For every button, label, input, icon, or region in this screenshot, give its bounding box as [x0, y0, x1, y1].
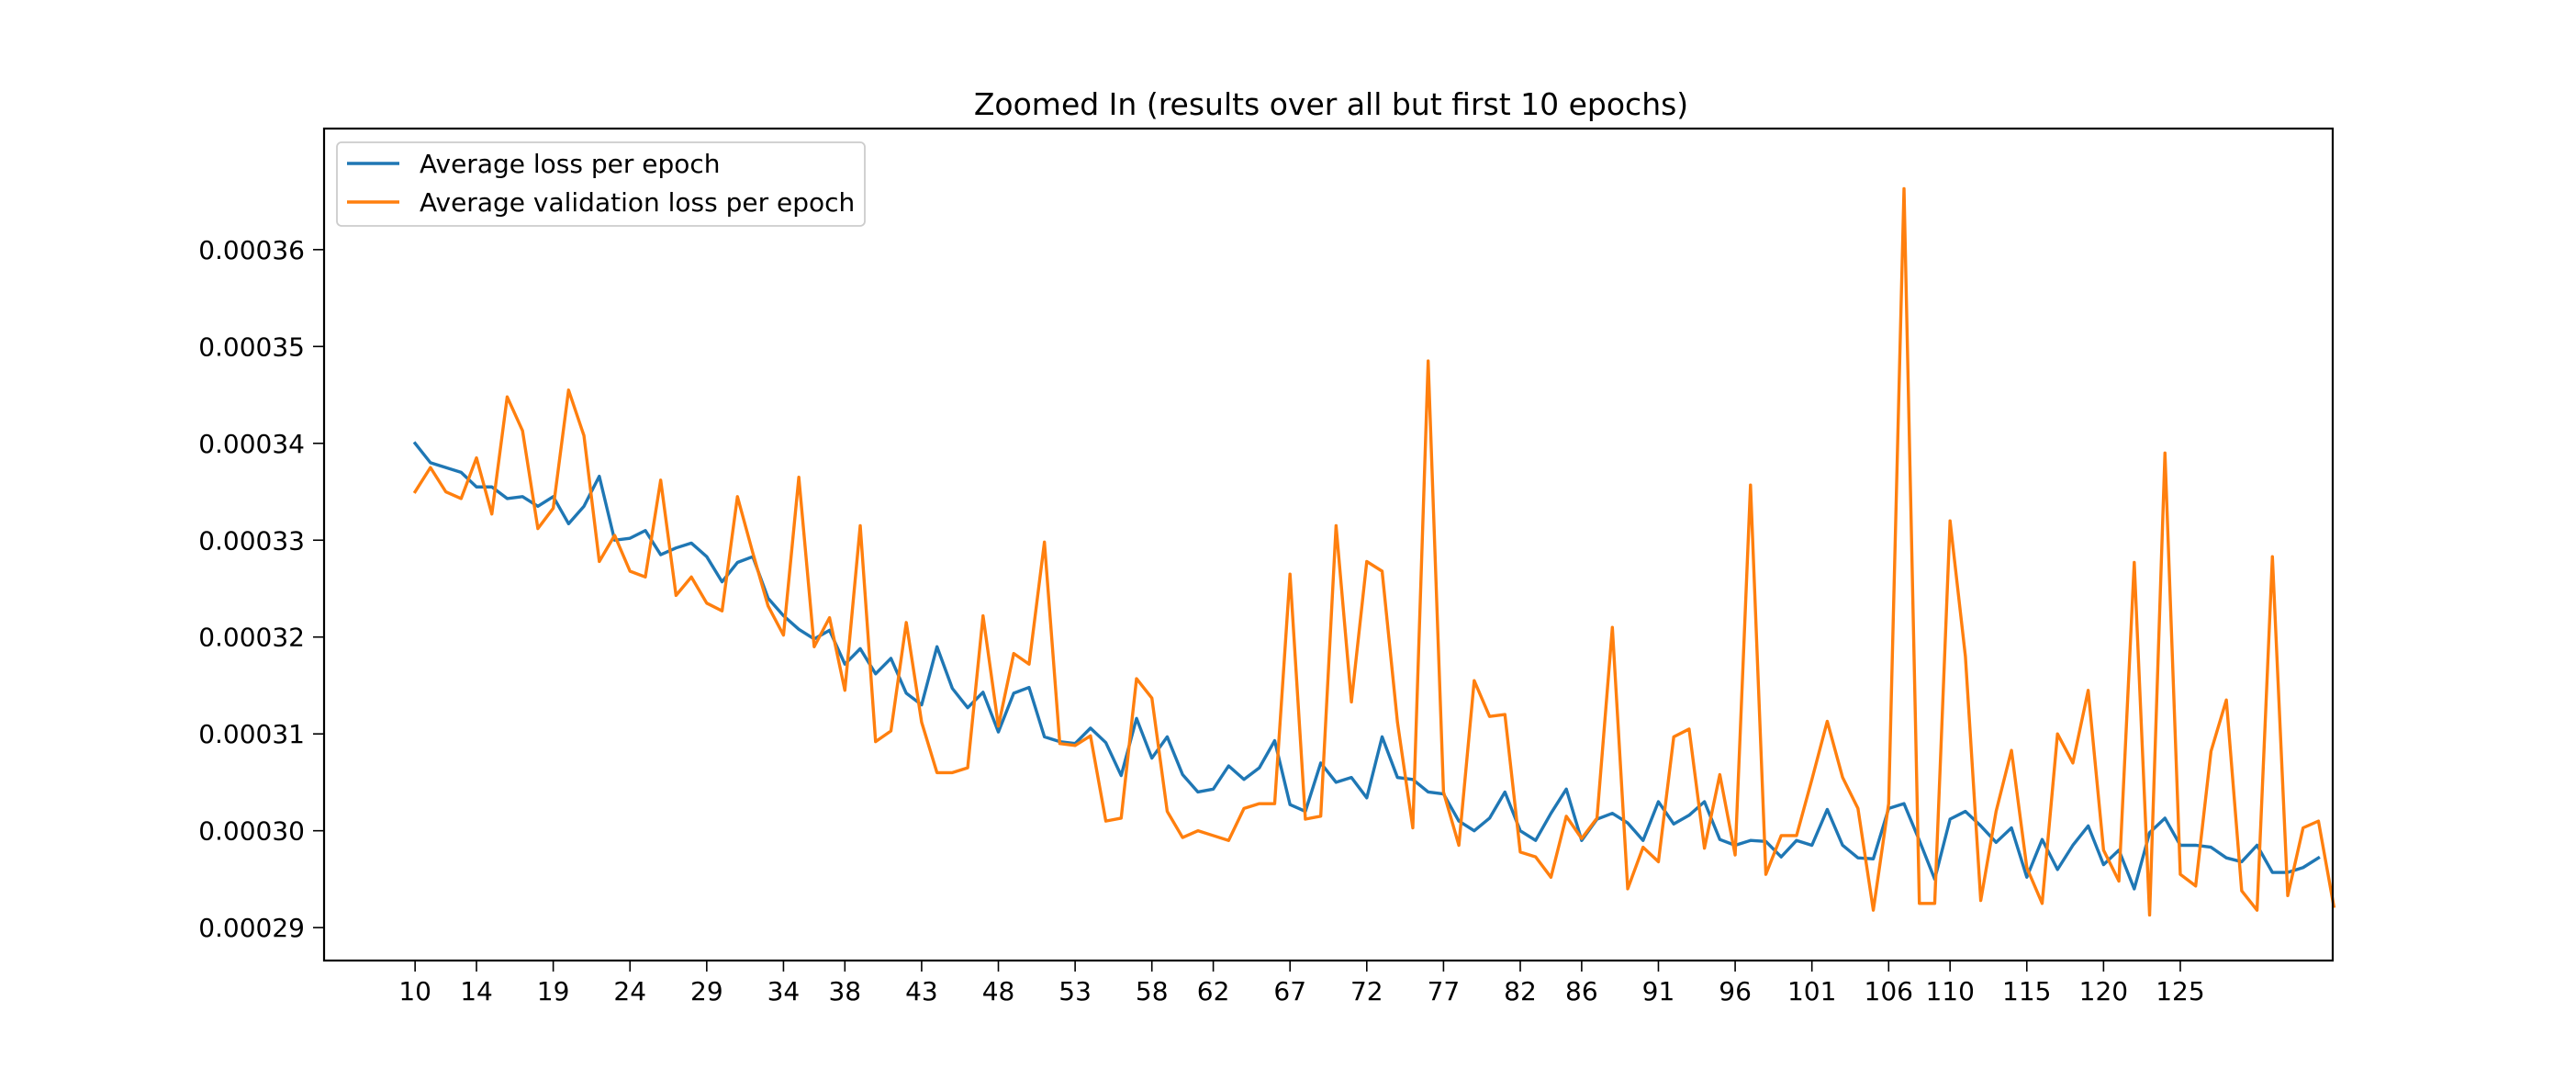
x-tick-label: 72	[1350, 976, 1383, 1006]
x-tick-label: 77	[1428, 976, 1461, 1006]
x-tick-label: 53	[1058, 976, 1092, 1006]
y-tick-label: 0.00033	[198, 525, 305, 556]
x-tick-label: 101	[1787, 976, 1836, 1006]
x-tick-label: 91	[1642, 976, 1675, 1006]
x-tick-label: 48	[982, 976, 1015, 1006]
y-tick-label: 0.00035	[198, 332, 305, 362]
x-tick-label: 29	[690, 976, 723, 1006]
x-tick-label: 38	[828, 976, 861, 1006]
x-tick-label: 125	[2156, 976, 2204, 1006]
x-tick-label: 110	[1925, 976, 1974, 1006]
legend-label-loss: Average loss per epoch	[420, 149, 721, 179]
x-tick-label: 106	[1865, 976, 1913, 1006]
x-tick-label: 115	[2002, 976, 2051, 1006]
x-tick-label: 19	[537, 976, 570, 1006]
series-line-loss	[412, 441, 2321, 891]
legend-label-validation-loss: Average validation loss per epoch	[420, 187, 855, 218]
y-tick-label: 0.00036	[198, 235, 305, 265]
y-axis: 0.00029 0.00030 0.00031 0.00032 0.00033 0.000…	[198, 235, 324, 943]
y-tick-label: 0.00031	[198, 719, 305, 749]
x-tick-label: 120	[2079, 976, 2128, 1006]
y-tick-label: 0.00029	[198, 913, 305, 943]
x-tick-label: 34	[767, 976, 801, 1006]
y-tick-label: 0.00032	[198, 623, 305, 653]
x-tick-label: 96	[1719, 976, 1752, 1006]
x-tick-label: 43	[905, 976, 938, 1006]
legend: Average loss per epoch Average validatio…	[336, 141, 866, 227]
x-tick-label: 58	[1136, 976, 1169, 1006]
plot-area-frame	[322, 127, 2335, 962]
x-axis: 10 14 19 24 29 34 38 43 48 53 58 62 67 72 77 82 86 91 96 10…	[398, 961, 2205, 1006]
y-tick-label: 0.00030	[198, 816, 305, 847]
x-tick-label: 10	[398, 976, 431, 1006]
x-tick-label: 82	[1504, 976, 1537, 1006]
x-tick-label: 62	[1197, 976, 1230, 1006]
x-tick-label: 86	[1565, 976, 1598, 1006]
x-tick-label: 24	[613, 976, 646, 1006]
chart-title: Zoomed In (results over all but first 10…	[974, 86, 1688, 122]
y-tick-label: 0.00034	[198, 429, 305, 459]
legend-box	[336, 141, 866, 227]
series-layer	[412, 186, 2336, 917]
x-tick-label: 14	[460, 976, 493, 1006]
x-tick-label: 67	[1273, 976, 1306, 1006]
series-line-validation-loss	[412, 186, 2336, 917]
